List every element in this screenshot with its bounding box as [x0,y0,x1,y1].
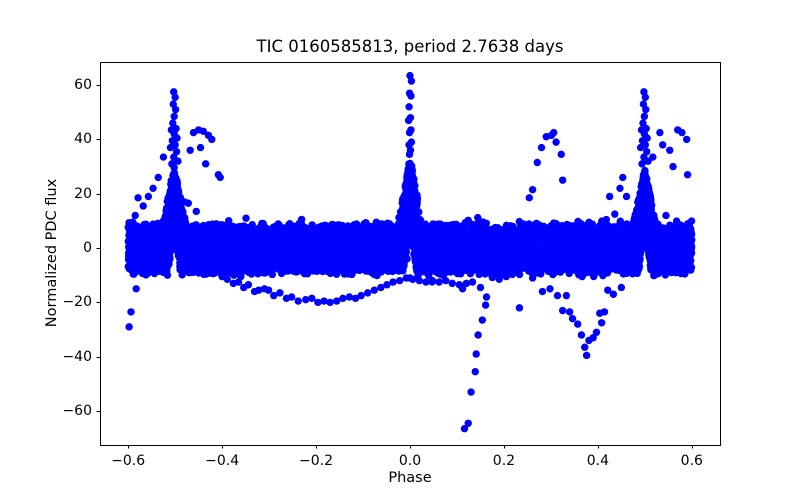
y-tick-label: 20 [74,185,92,202]
x-axis-label: Phase [388,470,432,486]
y-tick-label: −40 [62,348,92,365]
x-tick-label: 0.6 [680,453,703,469]
x-tick-label: 0.4 [586,453,610,469]
y-axis-label: Normalized PDC flux [44,178,60,328]
x-tick-label: 0.0 [398,453,422,469]
y-tick-label: −20 [62,294,92,311]
plot-title: TIC 0160585813, period 2.7638 days [256,37,564,56]
x-tick-label: 0.2 [492,453,516,469]
y-tick-label: 40 [74,131,92,148]
y-tick-label: 60 [74,77,92,94]
y-tick-label: 0 [83,240,92,257]
x-tick-label: −0.6 [111,453,146,469]
x-tick-label: −0.2 [299,453,334,469]
x-tick-label: −0.4 [205,453,240,469]
y-tick-label: −60 [62,403,92,420]
